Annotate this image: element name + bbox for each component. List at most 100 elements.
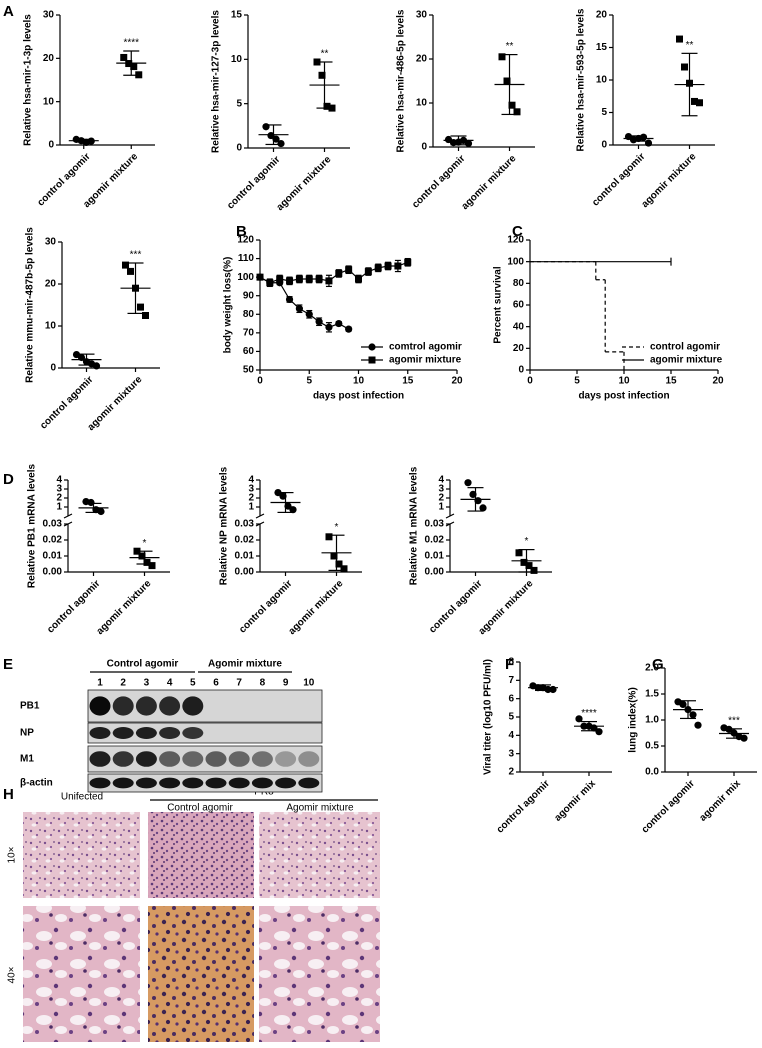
marker [740,734,748,742]
lane-number: 9 [283,678,289,689]
blot-band [159,696,181,716]
lane-number: 5 [190,678,196,689]
y-tick-label: 50 [243,365,255,376]
marker [469,490,477,498]
y-tick-label: 0.02 [425,535,445,546]
y-tick-label: 20 [596,10,608,21]
x-tick-label: 15 [402,376,414,387]
marker [694,721,702,729]
blot-band [182,751,204,767]
marker [87,498,95,507]
blot-row-label: NP [20,728,34,739]
marker [404,258,412,266]
histology-image [148,906,254,1042]
marker [285,295,294,304]
blot-band [135,727,157,739]
y-tick-label: 4 [438,475,444,486]
y-tick-label: 100 [237,272,254,283]
y-axis-label: Relative NP mRNA levels [219,466,230,585]
blot-band [228,751,250,767]
y-axis-label: Relative hsa-mir-1-3p levels [23,14,34,146]
marker [335,560,343,568]
marker [266,279,274,287]
marker [277,139,285,148]
marker [330,552,338,560]
marker [464,139,473,148]
blot-band [112,696,134,716]
blot-band [205,751,227,767]
y-tick-label: 2 [56,493,62,504]
y-tick-label: 3 [248,484,254,495]
blot-band [89,696,111,716]
marker [148,562,156,570]
marker [286,277,294,285]
y-tick-label: 30 [45,237,57,248]
y-tick-label: 20 [45,279,57,290]
y-tick-label: 2 [508,767,514,778]
marker [276,275,284,283]
marker [676,35,683,43]
y-tick-label: 0.5 [645,741,659,752]
marker [394,262,402,270]
y-tick-label: 5 [508,712,514,723]
marker [315,318,323,326]
y-tick-label: 3 [438,484,444,495]
y-tick-label: 1 [248,502,254,513]
marker [318,71,326,79]
marker [464,479,472,487]
legend-label: comtrol agomir [389,342,462,353]
x-tick-label: 10 [353,376,365,387]
histology-image [259,906,380,1042]
y-tick-label: 80 [243,309,255,320]
x-tick-label: 5 [574,376,580,387]
blot-band [251,751,273,767]
marker [515,549,523,557]
lane-number: 2 [120,678,126,689]
significance: ** [686,40,694,51]
blot-band [112,727,134,739]
y-tick-label: 1 [56,502,62,513]
marker [345,325,353,333]
y-axis-label: Percent survival [493,266,504,343]
y-tick-label: 0.01 [235,551,255,562]
x-axis-label: days post infection [313,391,404,402]
marker [130,63,138,71]
blot-band [135,751,157,767]
y-tick-label: 70 [243,327,255,338]
y-tick-label: 60 [513,300,525,311]
marker [279,492,287,500]
lane-number: 3 [144,678,150,689]
marker [689,711,697,719]
marker [127,267,134,275]
x-tick-label: 15 [665,376,677,387]
y-axis-label: Relative mmu-mir-487b-5p levels [25,227,36,383]
histology-column: Control agomir [167,803,233,814]
histology-images [23,799,380,1042]
blot-band [159,751,181,767]
y-tick-label: 20 [43,53,55,64]
panel-label: D [3,471,14,488]
y-tick-label: 110 [238,253,255,264]
histology-image [23,906,140,1042]
blot-band [89,777,111,789]
significance: **** [581,708,597,719]
blot-band [298,751,320,767]
y-tick-label: 20 [416,54,428,65]
marker [696,99,703,107]
marker [120,53,128,61]
marker [97,507,105,516]
y-tick-label: 5 [236,98,242,109]
y-tick-label: 1.0 [645,715,659,726]
marker [138,552,146,560]
y-axis-label: Viral titer (log10 PFU/ml) [483,659,494,775]
blot-band [275,777,297,789]
blot-band [182,727,204,739]
lane-number: 6 [213,678,219,689]
y-tick-label: 0 [601,140,607,151]
marker [368,356,376,364]
significance: * [525,536,529,547]
y-tick-label: 5 [601,107,607,118]
y-tick-label: 0.02 [235,535,255,546]
y-tick-label: 2 [438,493,444,504]
marker [340,565,348,573]
